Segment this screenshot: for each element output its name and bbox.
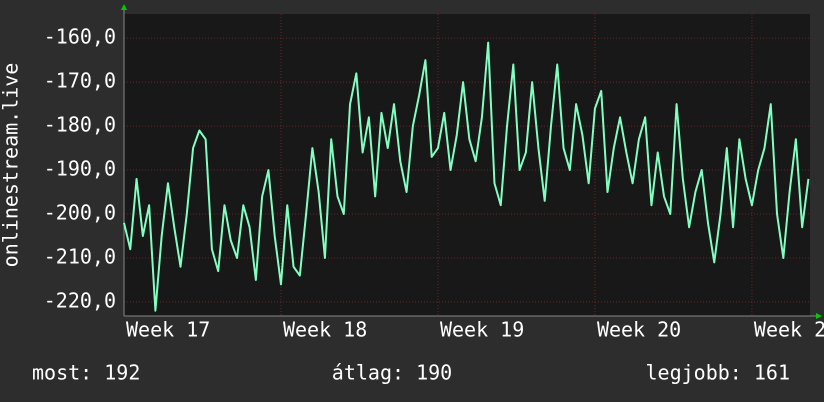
data-line (123, 41, 810, 312)
y-tick-label: -170,0 (44, 69, 116, 93)
x-tick-label: Week 20 (597, 318, 681, 342)
x-tick-label: Week 18 (283, 318, 367, 342)
axis-arrow (816, 313, 822, 319)
y-tick-label: -180,0 (44, 113, 116, 137)
stat-best: legjobb: 161 (646, 361, 791, 385)
x-tick-label: Week 21 (754, 318, 824, 342)
y-tick-label: -160,0 (44, 25, 116, 49)
y-tick-label: -190,0 (44, 157, 116, 181)
y-axis-label: onlinestream.live (0, 63, 23, 268)
plot-area (124, 14, 810, 316)
y-tick-label: -200,0 (44, 201, 116, 225)
axis-arrow (121, 4, 127, 10)
stat-current: most: 192 (32, 361, 140, 385)
stat-average: átlag: 190 (332, 361, 452, 385)
x-tick-label: Week 19 (440, 318, 524, 342)
x-tick-label: Week 17 (126, 318, 210, 342)
y-tick-label: -220,0 (44, 288, 116, 312)
y-tick-label: -210,0 (44, 244, 116, 268)
